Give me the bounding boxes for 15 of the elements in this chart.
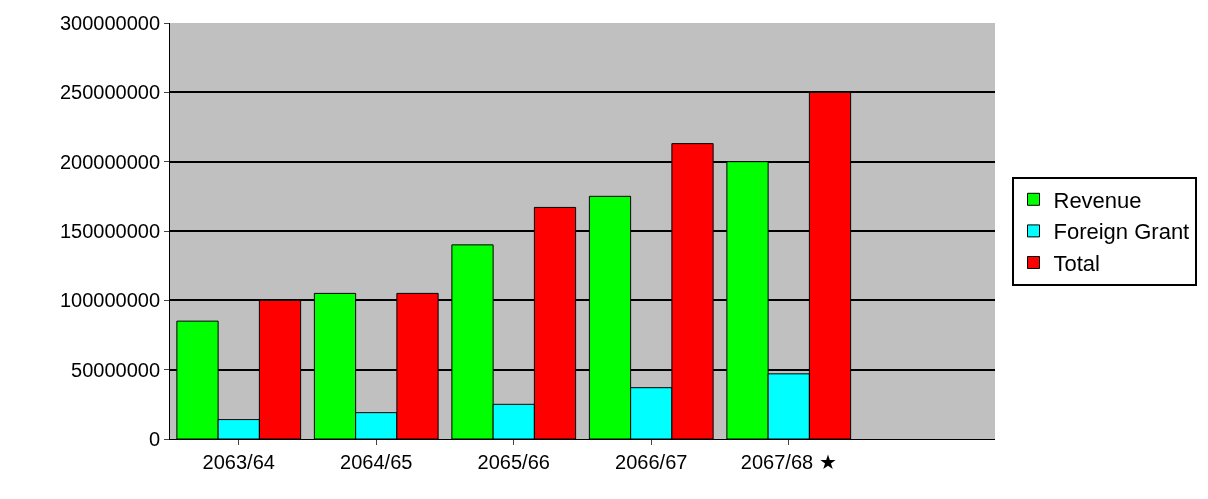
legend-label: Total (1053, 251, 1100, 277)
y-tick-label: 100000000 (59, 289, 160, 312)
y-tick-label: 50000000 (71, 358, 160, 381)
x-tick-label: 2064/65 (340, 451, 413, 473)
y-tick-label: 200000000 (59, 150, 160, 173)
x-tick-label: 2066/67 (615, 451, 688, 473)
y-tick-label: 300000000 (59, 12, 160, 34)
legend-label: Foreign Grant (1053, 219, 1190, 245)
y-tick-label: 250000000 (59, 81, 160, 104)
y-tick-label: 150000000 (59, 220, 160, 242)
x-tick-label: 2067/68 ★ (740, 451, 837, 473)
legend-label: Revenue (1053, 187, 1142, 213)
y-tick-label: 0 (148, 428, 160, 450)
x-tick-label: 2063/64 (202, 451, 275, 473)
x-tick-label: 2065/66 (477, 451, 550, 473)
